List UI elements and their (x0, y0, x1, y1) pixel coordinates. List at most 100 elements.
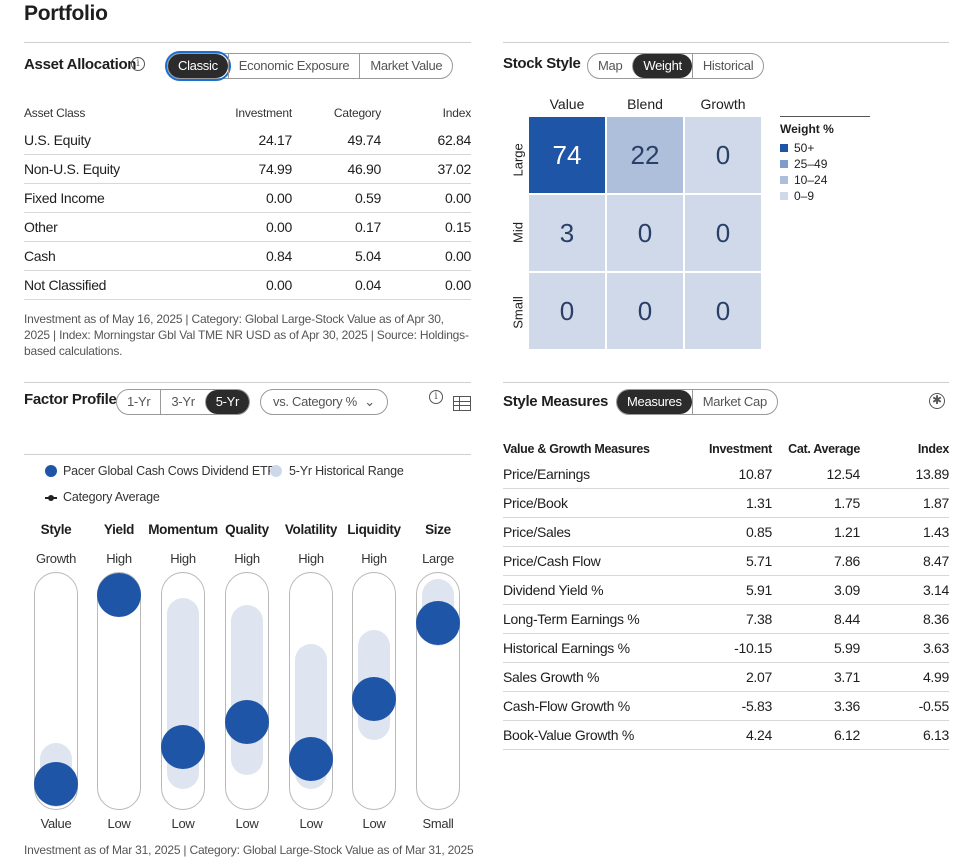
tab-5-yr[interactable]: 5-Yr (204, 390, 250, 414)
legend-title: Weight % (780, 122, 834, 136)
table-row: Cash 0.84 5.04 0.00 (24, 242, 471, 271)
factor-track-momentum (161, 572, 205, 810)
investment-value: -5.83 (741, 698, 773, 714)
table-row: Dividend Yield % 5.91 3.09 3.14 (503, 576, 949, 605)
index-value: 62.84 (437, 132, 471, 148)
range-legend-dot (270, 465, 282, 477)
measure-name: Cash-Flow Growth % (503, 698, 630, 714)
category-dropdown[interactable]: vs. Category % ⌄ (260, 389, 388, 415)
info-icon[interactable]: i (131, 57, 145, 71)
factor-fund-dot[interactable] (161, 725, 205, 770)
factor-track-yield (97, 572, 141, 810)
tab-historical[interactable]: Historical (691, 54, 763, 78)
factor-track-quality (225, 572, 269, 810)
cat-average-value: 5.99 (833, 640, 860, 656)
asset-class-name: U.S. Equity (24, 132, 91, 148)
cat-average-value: 7.86 (833, 553, 860, 569)
category-value: 0.59 (354, 190, 381, 206)
index-value: -0.55 (918, 698, 950, 714)
style-row-small: Small (510, 296, 526, 329)
tab-market-cap[interactable]: Market Cap (691, 390, 777, 414)
style-col-blend: Blend (627, 96, 663, 112)
investment-value: 0.00 (265, 190, 292, 206)
tab-map[interactable]: Map (598, 58, 623, 73)
investment-value: 10.87 (738, 466, 772, 482)
index-value: 0.00 (444, 248, 471, 264)
investment-value: 7.38 (745, 611, 772, 627)
tab-1-yr[interactable]: 1-Yr (127, 394, 151, 409)
factor-bottom-label: Low (235, 816, 259, 831)
table-row: U.S. Equity 24.17 49.74 62.84 (24, 126, 471, 155)
legend-range: 5-Yr Historical Range (289, 464, 404, 478)
measure-name: Sales Growth % (503, 669, 600, 685)
index-value: 37.02 (437, 161, 471, 177)
factor-label-quality: Quality (225, 522, 269, 537)
factor-top-label: High (298, 551, 324, 566)
factor-fund-dot[interactable] (225, 699, 269, 744)
factor-historical-range (231, 604, 263, 775)
index-value: 4.99 (922, 669, 949, 685)
measure-name: Book-Value Growth % (503, 727, 634, 743)
style-box-cell: 3 (529, 195, 605, 271)
factor-profile-note: Investment as of Mar 31, 2025 | Category… (24, 843, 474, 857)
cat-average-value: 8.44 (833, 611, 860, 627)
tab-measures[interactable]: Measures (617, 390, 692, 414)
asset-class-name: Cash (24, 248, 56, 264)
factor-fund-dot[interactable] (34, 762, 78, 806)
investment-value: 24.17 (258, 132, 292, 148)
factor-top-label: High (361, 551, 387, 566)
factor-track-size (416, 572, 460, 810)
factor-fund-dot[interactable] (352, 676, 396, 721)
factor-top-label: High (234, 551, 260, 566)
info-icon[interactable]: i (429, 390, 443, 404)
style-box-cell: 0 (685, 117, 761, 193)
factor-label-yield: Yield (103, 522, 135, 537)
factor-top-label: Growth (35, 551, 77, 566)
factor-track-volatility (289, 572, 333, 810)
table-row: Book-Value Growth % 4.24 6.12 6.13 (503, 721, 949, 750)
tab-classic[interactable]: Classic (165, 51, 231, 81)
table-row: Fixed Income 0.00 0.59 0.00 (24, 184, 471, 213)
factor-fund-dot[interactable] (416, 601, 460, 645)
style-row-mid: Mid (510, 222, 526, 243)
index-value: 8.36 (922, 611, 949, 627)
cat-average-value: 3.36 (833, 698, 860, 714)
investment-value: 2.07 (745, 669, 772, 685)
asset-class-name: Not Classified (24, 277, 107, 293)
investment-value: 4.24 (745, 727, 772, 743)
factor-track-liquidity (352, 572, 396, 810)
factor-fund-dot[interactable] (97, 573, 141, 618)
style-box-cell: 0 (529, 273, 605, 349)
legend-label: 25–49 (794, 157, 828, 171)
tab-3-yr[interactable]: 3-Yr (160, 390, 204, 414)
investment-value: 5.91 (745, 582, 772, 598)
investment-value: 74.99 (258, 161, 292, 177)
category-value: 49.74 (347, 132, 381, 148)
style-box-cell: 0 (685, 273, 761, 349)
factor-label-liquidity: Liquidity (347, 522, 401, 537)
table-row: Other 0.00 0.17 0.15 (24, 213, 471, 242)
table-row: Not Classified 0.00 0.04 0.00 (24, 271, 471, 300)
factor-bottom-label: Low (362, 816, 386, 831)
factor-fund-dot[interactable] (289, 736, 333, 781)
index-value: 1.87 (922, 495, 949, 511)
index-value: 3.63 (922, 640, 949, 656)
asset-allocation-tabs: Classic Economic Exposure Market Value (165, 51, 454, 81)
tab-market-value[interactable]: Market Value (359, 54, 452, 78)
tab-weight[interactable]: Weight (632, 54, 692, 78)
index-value: 0.00 (444, 277, 471, 293)
cat-average-value: 3.09 (833, 582, 860, 598)
style-box-cell: 74 (529, 117, 605, 193)
measure-name: Price/Book (503, 495, 568, 511)
cat-average-value: 3.71 (833, 669, 860, 685)
style-box-cell: 0 (607, 195, 683, 271)
legend-swatch (780, 176, 788, 184)
factor-label-volatility: Volatility (284, 522, 338, 537)
settings-icon[interactable]: ✱ (929, 393, 945, 409)
tab-economic-exposure[interactable]: Economic Exposure (227, 54, 360, 78)
legend-label: 10–24 (794, 173, 828, 187)
investment-value: 0.84 (265, 248, 292, 264)
index-value: 0.15 (444, 219, 471, 235)
table-view-icon[interactable] (453, 396, 471, 411)
divider (24, 42, 471, 43)
